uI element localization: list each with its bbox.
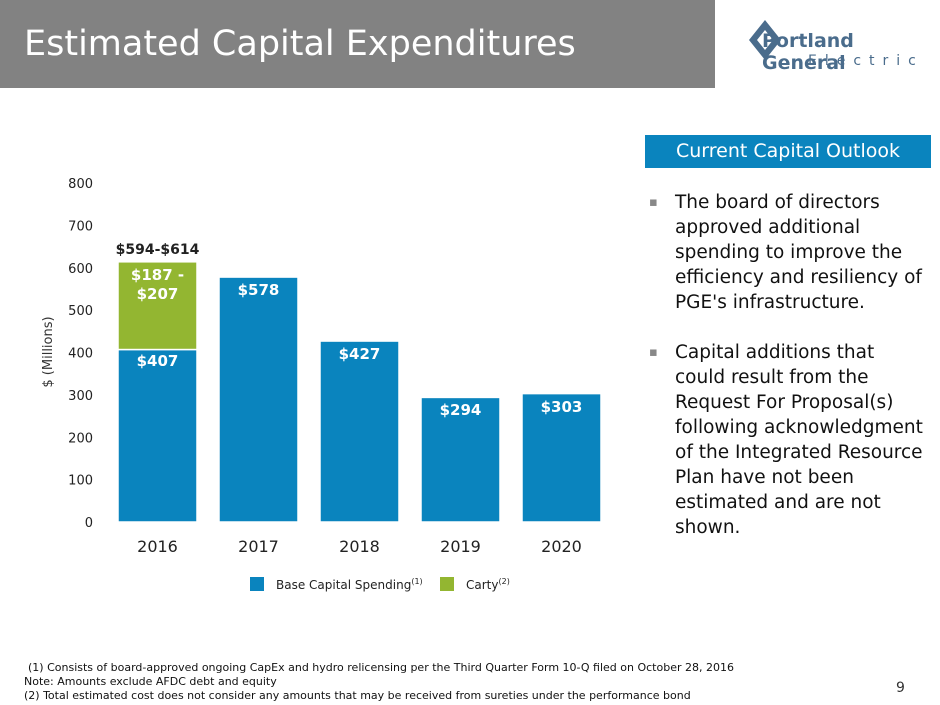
footnote: (2) Total estimated cost does not consid… [24, 689, 691, 702]
legend-swatch [250, 577, 264, 591]
slide-title: Estimated Capital Expenditures [24, 24, 576, 64]
value-label-box: $427 [338, 345, 381, 364]
value-label-box: $187 - $207 [130, 265, 185, 303]
x-tick-label: 2018 [339, 537, 380, 556]
bar [117, 348, 198, 523]
legend-label: Carty(2) [466, 577, 510, 592]
value-label-box: $407 [136, 351, 179, 370]
value-label: $407 [136, 351, 179, 370]
x-tick-label: 2016 [137, 537, 178, 556]
total-label: $594-$614 [116, 242, 200, 258]
x-tick-label: 2019 [440, 537, 481, 556]
y-tick-label: 600 [68, 262, 93, 277]
bullet: The board of directors approved addition… [649, 190, 930, 315]
y-tick-label: 800 [68, 177, 93, 192]
value-label: $294 [439, 401, 482, 420]
bar [117, 261, 198, 351]
y-tick-label: 100 [68, 474, 93, 489]
footnote: Note: Amounts exclude AFDC debt and equi… [24, 675, 277, 688]
y-tick-label: 500 [68, 304, 93, 319]
y-tick-label: 400 [68, 347, 93, 362]
logo-text: Electric [808, 53, 924, 69]
value-label: $187 - $207 [130, 265, 185, 303]
legend-name: Carty [466, 578, 498, 592]
bullet: Capital additions that could result from… [649, 340, 930, 540]
value-label: $427 [338, 345, 381, 364]
y-tick-label: 0 [85, 516, 93, 531]
y-tick-label: 200 [68, 431, 93, 446]
x-tick-label: 2020 [541, 537, 582, 556]
value-label: $578 [237, 281, 280, 300]
header-bar: Estimated Capital Expenditures [0, 0, 715, 88]
page-number: 9 [896, 680, 905, 696]
legend-label: Base Capital Spending(1) [276, 577, 423, 592]
legend-swatch [440, 577, 454, 591]
value-label-box: $303 [540, 397, 583, 416]
bar [319, 340, 400, 523]
value-label-box: $578 [237, 281, 280, 300]
logo-mark [749, 20, 781, 60]
x-tick-label: 2017 [238, 537, 279, 556]
legend-note: (2) [498, 577, 509, 586]
panel-title: Current Capital Outlook [645, 135, 931, 168]
value-label-box: $294 [439, 401, 482, 420]
legend-note: (1) [411, 577, 422, 586]
y-axis-label: $ (Millions) [41, 316, 56, 387]
chart: $ (Millions) 0 100 200 300 400 500 600 700 800 20… [41, 177, 602, 592]
y-tick-label: 300 [68, 389, 93, 404]
bar [218, 276, 299, 523]
footnote: (1) Consists of board-approved ongoing C… [28, 661, 734, 674]
value-label: $303 [540, 397, 583, 416]
bar [521, 392, 602, 523]
legend-name: Base Capital Spending [276, 578, 411, 592]
y-tick-label: 700 [68, 219, 93, 234]
logo-text: Portland General [762, 30, 854, 74]
bar [420, 396, 501, 523]
